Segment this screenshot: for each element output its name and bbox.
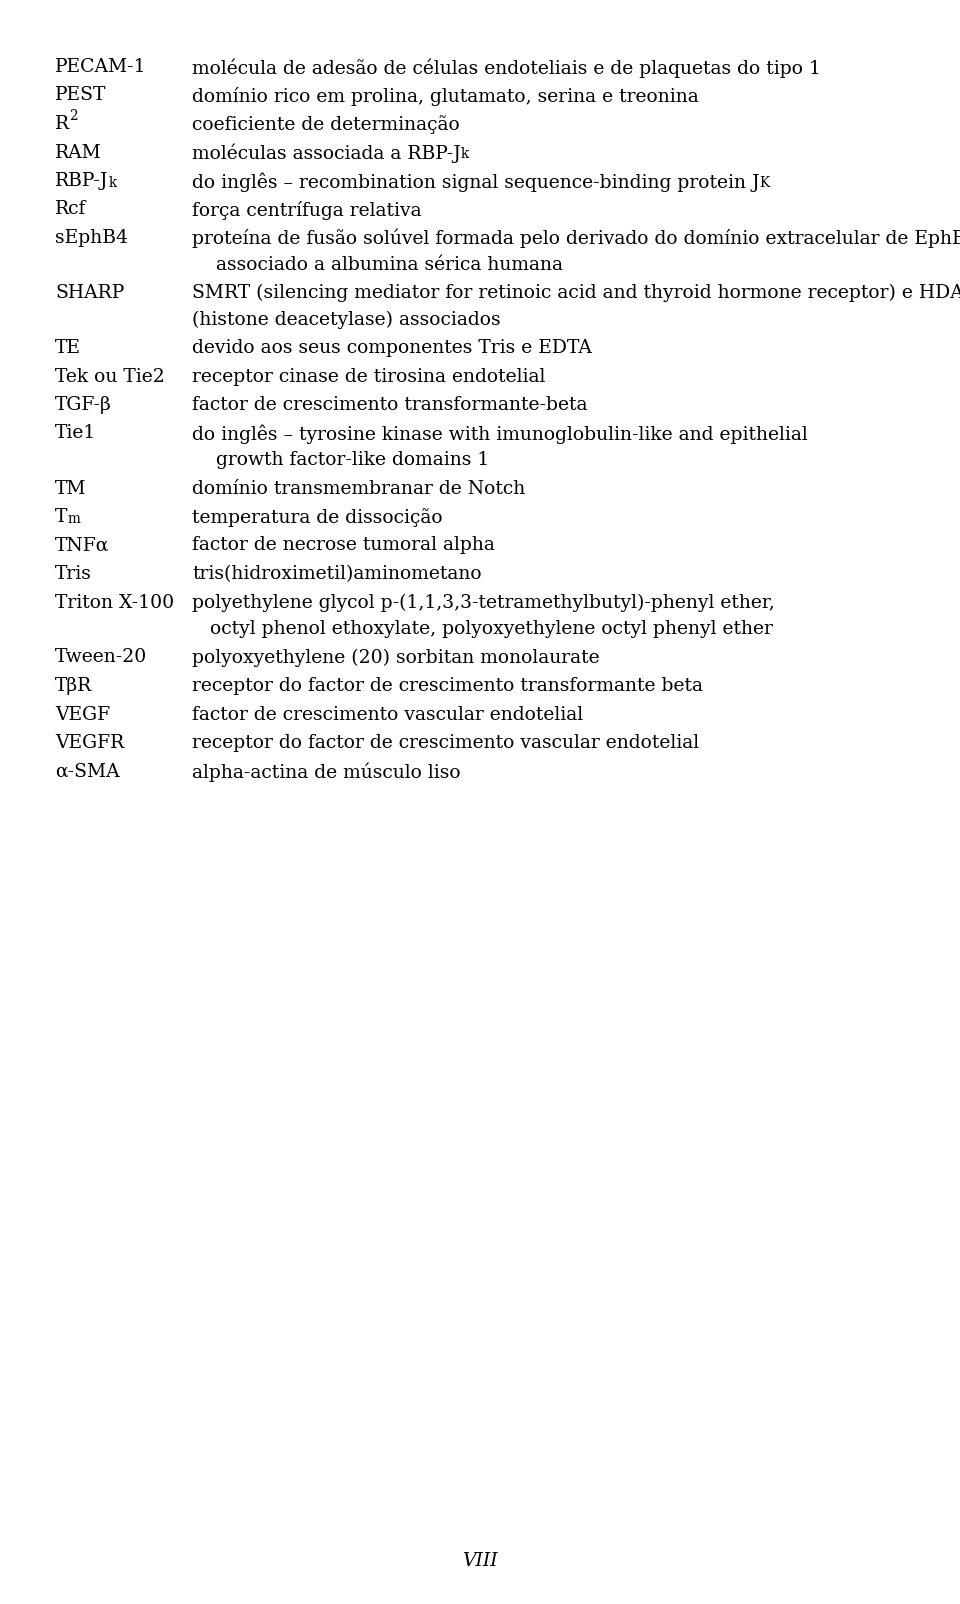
Text: growth factor-like domains 1: growth factor-like domains 1 bbox=[192, 451, 490, 468]
Text: SMRT (silencing mediator for retinoic acid and thyroid hormone receptor) e HDAC: SMRT (silencing mediator for retinoic ac… bbox=[192, 284, 960, 302]
Text: RAM: RAM bbox=[55, 143, 102, 162]
Text: receptor do factor de crescimento vascular endotelial: receptor do factor de crescimento vascul… bbox=[192, 735, 699, 752]
Text: octyl phenol ethoxylate, polyoxyethylene octyl phenyl ether: octyl phenol ethoxylate, polyoxyethylene… bbox=[192, 621, 773, 638]
Text: devido aos seus componentes Tris e EDTA: devido aos seus componentes Tris e EDTA bbox=[192, 338, 592, 358]
Text: do inglês – recombination signal sequence-binding protein J: do inglês – recombination signal sequenc… bbox=[192, 172, 759, 191]
Text: factor de crescimento vascular endotelial: factor de crescimento vascular endotelia… bbox=[192, 706, 583, 723]
Text: R: R bbox=[55, 115, 69, 133]
Text: PEST: PEST bbox=[55, 87, 107, 104]
Text: sEphB4: sEphB4 bbox=[55, 229, 128, 247]
Text: força centrífuga relativa: força centrífuga relativa bbox=[192, 200, 421, 220]
Text: factor de necrose tumoral alpha: factor de necrose tumoral alpha bbox=[192, 536, 494, 555]
Text: polyoxyethylene (20) sorbitan monolaurate: polyoxyethylene (20) sorbitan monolaurat… bbox=[192, 648, 600, 667]
Text: Rcf: Rcf bbox=[55, 200, 86, 218]
Text: 2: 2 bbox=[69, 109, 78, 124]
Text: TM: TM bbox=[55, 480, 86, 497]
Text: temperatura de dissocição: temperatura de dissocição bbox=[192, 508, 443, 528]
Text: k: k bbox=[108, 176, 116, 189]
Text: polyethylene glycol p-(1,1,3,3-tetramethylbutyl)-phenyl ether,: polyethylene glycol p-(1,1,3,3-tetrameth… bbox=[192, 593, 775, 611]
Text: domínio rico em prolina, glutamato, serina e treonina: domínio rico em prolina, glutamato, seri… bbox=[192, 87, 699, 106]
Text: domínio transmembranar de Notch: domínio transmembranar de Notch bbox=[192, 480, 525, 497]
Text: proteína de fusão solúvel formada pelo derivado do domínio extracelular de EphB4: proteína de fusão solúvel formada pelo d… bbox=[192, 229, 960, 249]
Text: receptor cinase de tirosina endotelial: receptor cinase de tirosina endotelial bbox=[192, 367, 545, 385]
Text: Tween-20: Tween-20 bbox=[55, 648, 147, 667]
Text: VEGFR: VEGFR bbox=[55, 735, 124, 752]
Text: Tek ou Tie2: Tek ou Tie2 bbox=[55, 367, 165, 385]
Text: VEGF: VEGF bbox=[55, 706, 110, 723]
Text: α-SMA: α-SMA bbox=[55, 762, 120, 781]
Text: VIII: VIII bbox=[462, 1553, 498, 1570]
Text: molécula de adesão de células endoteliais e de plaquetas do tipo 1: molécula de adesão de células endoteliai… bbox=[192, 58, 821, 77]
Text: PECAM-1: PECAM-1 bbox=[55, 58, 147, 75]
Text: Tie1: Tie1 bbox=[55, 425, 96, 443]
Text: do inglês – tyrosine kinase with imunoglobulin-like and epithelial: do inglês – tyrosine kinase with imunogl… bbox=[192, 425, 807, 444]
Text: k: k bbox=[461, 148, 469, 162]
Text: TGF-β: TGF-β bbox=[55, 396, 111, 414]
Text: TNFα: TNFα bbox=[55, 536, 109, 555]
Text: SHARP: SHARP bbox=[55, 284, 124, 302]
Text: tris(hidroximetil)aminometano: tris(hidroximetil)aminometano bbox=[192, 565, 482, 582]
Text: K: K bbox=[759, 176, 770, 189]
Text: receptor do factor de crescimento transformante beta: receptor do factor de crescimento transf… bbox=[192, 677, 703, 695]
Text: T: T bbox=[55, 508, 67, 526]
Text: Triton X-100: Triton X-100 bbox=[55, 593, 174, 611]
Text: TE: TE bbox=[55, 338, 81, 358]
Text: RBP-J: RBP-J bbox=[55, 172, 108, 189]
Text: coeficiente de determinação: coeficiente de determinação bbox=[192, 115, 460, 135]
Text: (histone deacetylase) associados: (histone deacetylase) associados bbox=[192, 311, 500, 329]
Text: moléculas associada a RBP-J: moléculas associada a RBP-J bbox=[192, 143, 461, 164]
Text: Tris: Tris bbox=[55, 565, 92, 582]
Text: associado a albumina sérica humana: associado a albumina sérica humana bbox=[192, 255, 563, 274]
Text: factor de crescimento transformante-beta: factor de crescimento transformante-beta bbox=[192, 396, 588, 414]
Text: TβR: TβR bbox=[55, 677, 92, 695]
Text: m: m bbox=[67, 512, 81, 526]
Text: alpha-actina de músculo liso: alpha-actina de músculo liso bbox=[192, 762, 461, 783]
